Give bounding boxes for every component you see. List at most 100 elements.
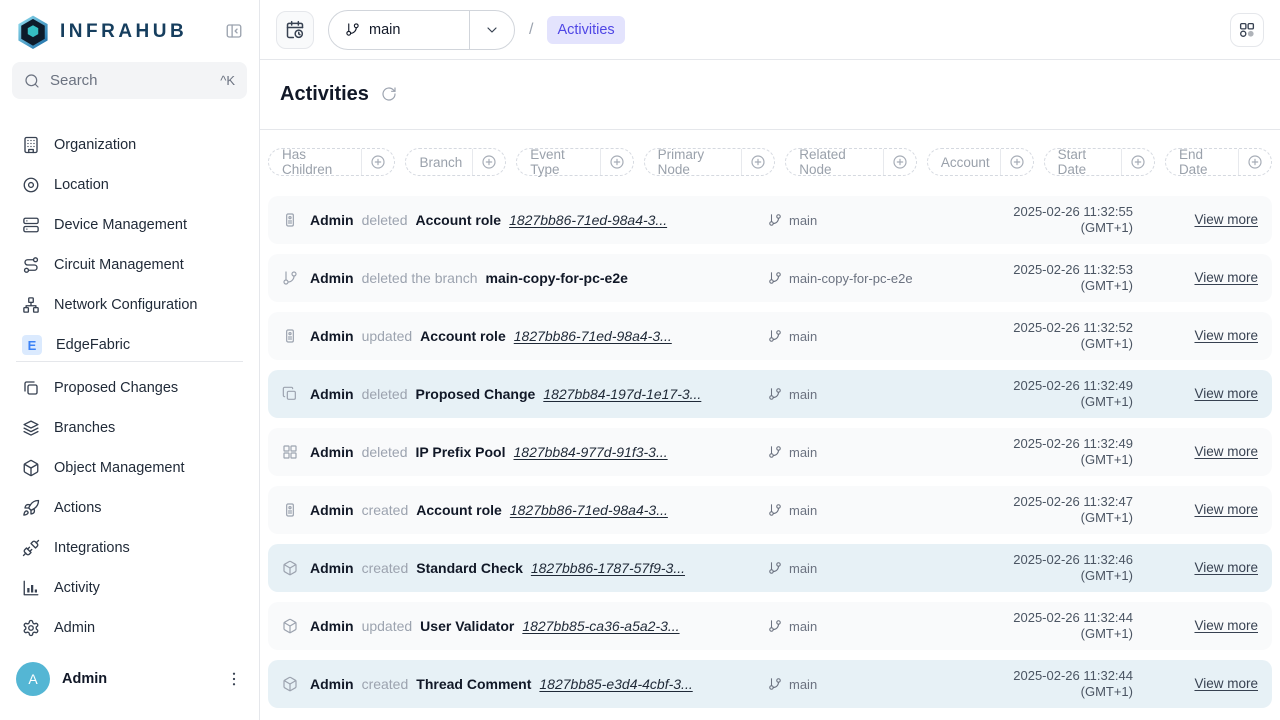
sidebar-item-device-management[interactable]: Device Management: [12, 205, 247, 245]
filter-chip-end-date[interactable]: End Date: [1164, 147, 1273, 177]
avatar: A: [16, 662, 50, 696]
branch-selector-toggle[interactable]: [470, 11, 514, 49]
activity-object-link[interactable]: 1827bb84-977d-91f3-3...: [513, 444, 668, 460]
activity-branch-cell: main: [768, 213, 991, 228]
cube-icon: [282, 560, 298, 576]
filter-chip-label: Related Node: [786, 147, 884, 177]
activity-object-type: main-copy-for-pc-e2e: [485, 270, 628, 286]
activity-object-link[interactable]: 1827bb84-197d-1e17-3...: [543, 386, 702, 402]
copy-icon: [282, 386, 298, 402]
activity-description: Admin created Account role 1827bb86-71ed…: [282, 502, 768, 518]
user-name: Admin: [62, 671, 108, 687]
activity-view-cell: View more: [1181, 269, 1258, 287]
search-input[interactable]: [50, 72, 211, 89]
filter-chip-event-type[interactable]: Event Type: [516, 147, 634, 177]
sidebar-item-organization[interactable]: Organization: [12, 125, 247, 165]
plus-circle-icon[interactable]: [473, 149, 505, 175]
activity-action: deleted: [361, 212, 408, 228]
activity-list: Admin deleted Account role 1827bb86-71ed…: [268, 196, 1272, 708]
infrahub-logo-icon: [16, 15, 50, 49]
plus-circle-icon[interactable]: [362, 149, 394, 175]
activity-object-type: Proposed Change: [415, 386, 536, 402]
activity-object-link[interactable]: 1827bb85-e3d4-4cbf-3...: [539, 676, 693, 692]
activity-object-link[interactable]: 1827bb86-71ed-98a4-3...: [509, 502, 668, 518]
activity-row: Admin updated Account role 1827bb86-71ed…: [268, 312, 1272, 360]
building-icon: [22, 136, 40, 154]
user-menu-button[interactable]: [225, 670, 243, 688]
filter-chip-account[interactable]: Account: [926, 148, 1034, 176]
git-branch-icon: [768, 619, 782, 633]
activity-object-link[interactable]: 1827bb86-71ed-98a4-3...: [509, 212, 668, 228]
plus-circle-icon[interactable]: [884, 149, 916, 175]
search-icon: [24, 73, 40, 89]
sidebar-item-actions[interactable]: Actions: [12, 488, 247, 528]
sidebar-item-object-management[interactable]: Object Management: [12, 448, 247, 488]
cube-icon: [22, 459, 40, 477]
view-more-link[interactable]: View more: [1194, 676, 1258, 691]
route-icon: [22, 256, 40, 274]
activity-object-link[interactable]: 1827bb86-1787-57f9-3...: [530, 560, 685, 576]
breadcrumb-current[interactable]: Activities: [547, 15, 625, 44]
sidebar-item-integrations[interactable]: Integrations: [12, 528, 247, 568]
view-more-link[interactable]: View more: [1194, 502, 1258, 517]
filter-chip-has-children[interactable]: Has Children: [268, 147, 396, 177]
view-more-link[interactable]: View more: [1194, 212, 1258, 227]
git-branch-icon: [768, 677, 782, 691]
filter-chip-branch[interactable]: Branch: [405, 148, 507, 176]
activity-object-type: Account role: [420, 328, 506, 344]
plus-circle-icon[interactable]: [601, 149, 633, 175]
plus-circle-icon[interactable]: [1001, 149, 1033, 175]
filter-chip-primary-node[interactable]: Primary Node: [643, 147, 776, 177]
sidebar-item-network-configuration[interactable]: Network Configuration: [12, 285, 247, 325]
sidebar-collapse-button[interactable]: [225, 22, 243, 43]
activity-row: Admin deleted the branch main-copy-for-p…: [268, 254, 1272, 302]
search-shortcut: ^K: [220, 73, 235, 88]
plus-circle-icon[interactable]: [742, 149, 774, 175]
activity-branch: main: [789, 328, 818, 344]
sidebar-item-activity[interactable]: Activity: [12, 568, 247, 608]
sidebar-item-edgefabric[interactable]: E EdgeFabric: [12, 325, 247, 357]
sidebar-item-admin[interactable]: Admin: [12, 608, 247, 648]
view-more-link[interactable]: View more: [1194, 270, 1258, 285]
sidebar-item-proposed-changes[interactable]: Proposed Changes: [12, 368, 247, 408]
server-icon: [22, 216, 40, 234]
activity-date-cell: 2025-02-26 11:32:44 (GMT+1): [991, 668, 1181, 700]
date-picker-button[interactable]: [276, 10, 314, 49]
activity-date-cell: 2025-02-26 11:32:47 (GMT+1): [991, 494, 1181, 526]
git-branch-icon: [768, 387, 782, 401]
plus-circle-icon[interactable]: [1122, 149, 1154, 175]
logo-row: INFRAHUB: [0, 0, 259, 62]
search-box[interactable]: ^K: [12, 62, 247, 99]
git-branch-icon: [768, 503, 782, 517]
filter-chip-label: Start Date: [1045, 147, 1122, 177]
activity-object-link[interactable]: 1827bb86-71ed-98a4-3...: [513, 328, 672, 344]
schema-visualizer-button[interactable]: [1230, 12, 1264, 47]
git-branch-icon: [345, 22, 360, 37]
sidebar-item-branches[interactable]: Branches: [12, 408, 247, 448]
activity-actor: Admin: [310, 618, 354, 634]
plus-circle-icon[interactable]: [1239, 149, 1271, 175]
activity-date-cell: 2025-02-26 11:32:53 (GMT+1): [991, 262, 1181, 294]
activity-timezone: (GMT+1): [1080, 394, 1133, 409]
sidebar-item-location[interactable]: Location: [12, 165, 247, 205]
sidebar-item-circuit-management[interactable]: Circuit Management: [12, 245, 247, 285]
filter-chip-related-node[interactable]: Related Node: [785, 147, 917, 177]
branch-selector[interactable]: main: [328, 9, 515, 50]
activity-description: Admin created Thread Comment 1827bb85-e3…: [282, 676, 768, 692]
view-more-link[interactable]: View more: [1194, 618, 1258, 633]
sidebar-group-tools: Proposed Changes Branches Object Managem…: [12, 368, 247, 648]
filter-chip-label: Branch: [406, 149, 474, 175]
activity-actor: Admin: [310, 386, 354, 402]
activity-row: Admin updated User Validator 1827bb85-ca…: [268, 602, 1272, 650]
filter-chip-start-date[interactable]: Start Date: [1043, 147, 1155, 177]
activity-actor: Admin: [310, 270, 354, 286]
view-more-link[interactable]: View more: [1194, 560, 1258, 575]
view-more-link[interactable]: View more: [1194, 386, 1258, 401]
view-more-link[interactable]: View more: [1194, 444, 1258, 459]
letter-badge-icon: E: [22, 335, 42, 355]
id-badge-icon: [282, 328, 298, 344]
activity-object-link[interactable]: 1827bb85-ca36-a5a2-3...: [522, 618, 680, 634]
refresh-button[interactable]: [381, 86, 398, 103]
view-more-link[interactable]: View more: [1194, 328, 1258, 343]
branch-selector-current[interactable]: main: [329, 10, 470, 49]
